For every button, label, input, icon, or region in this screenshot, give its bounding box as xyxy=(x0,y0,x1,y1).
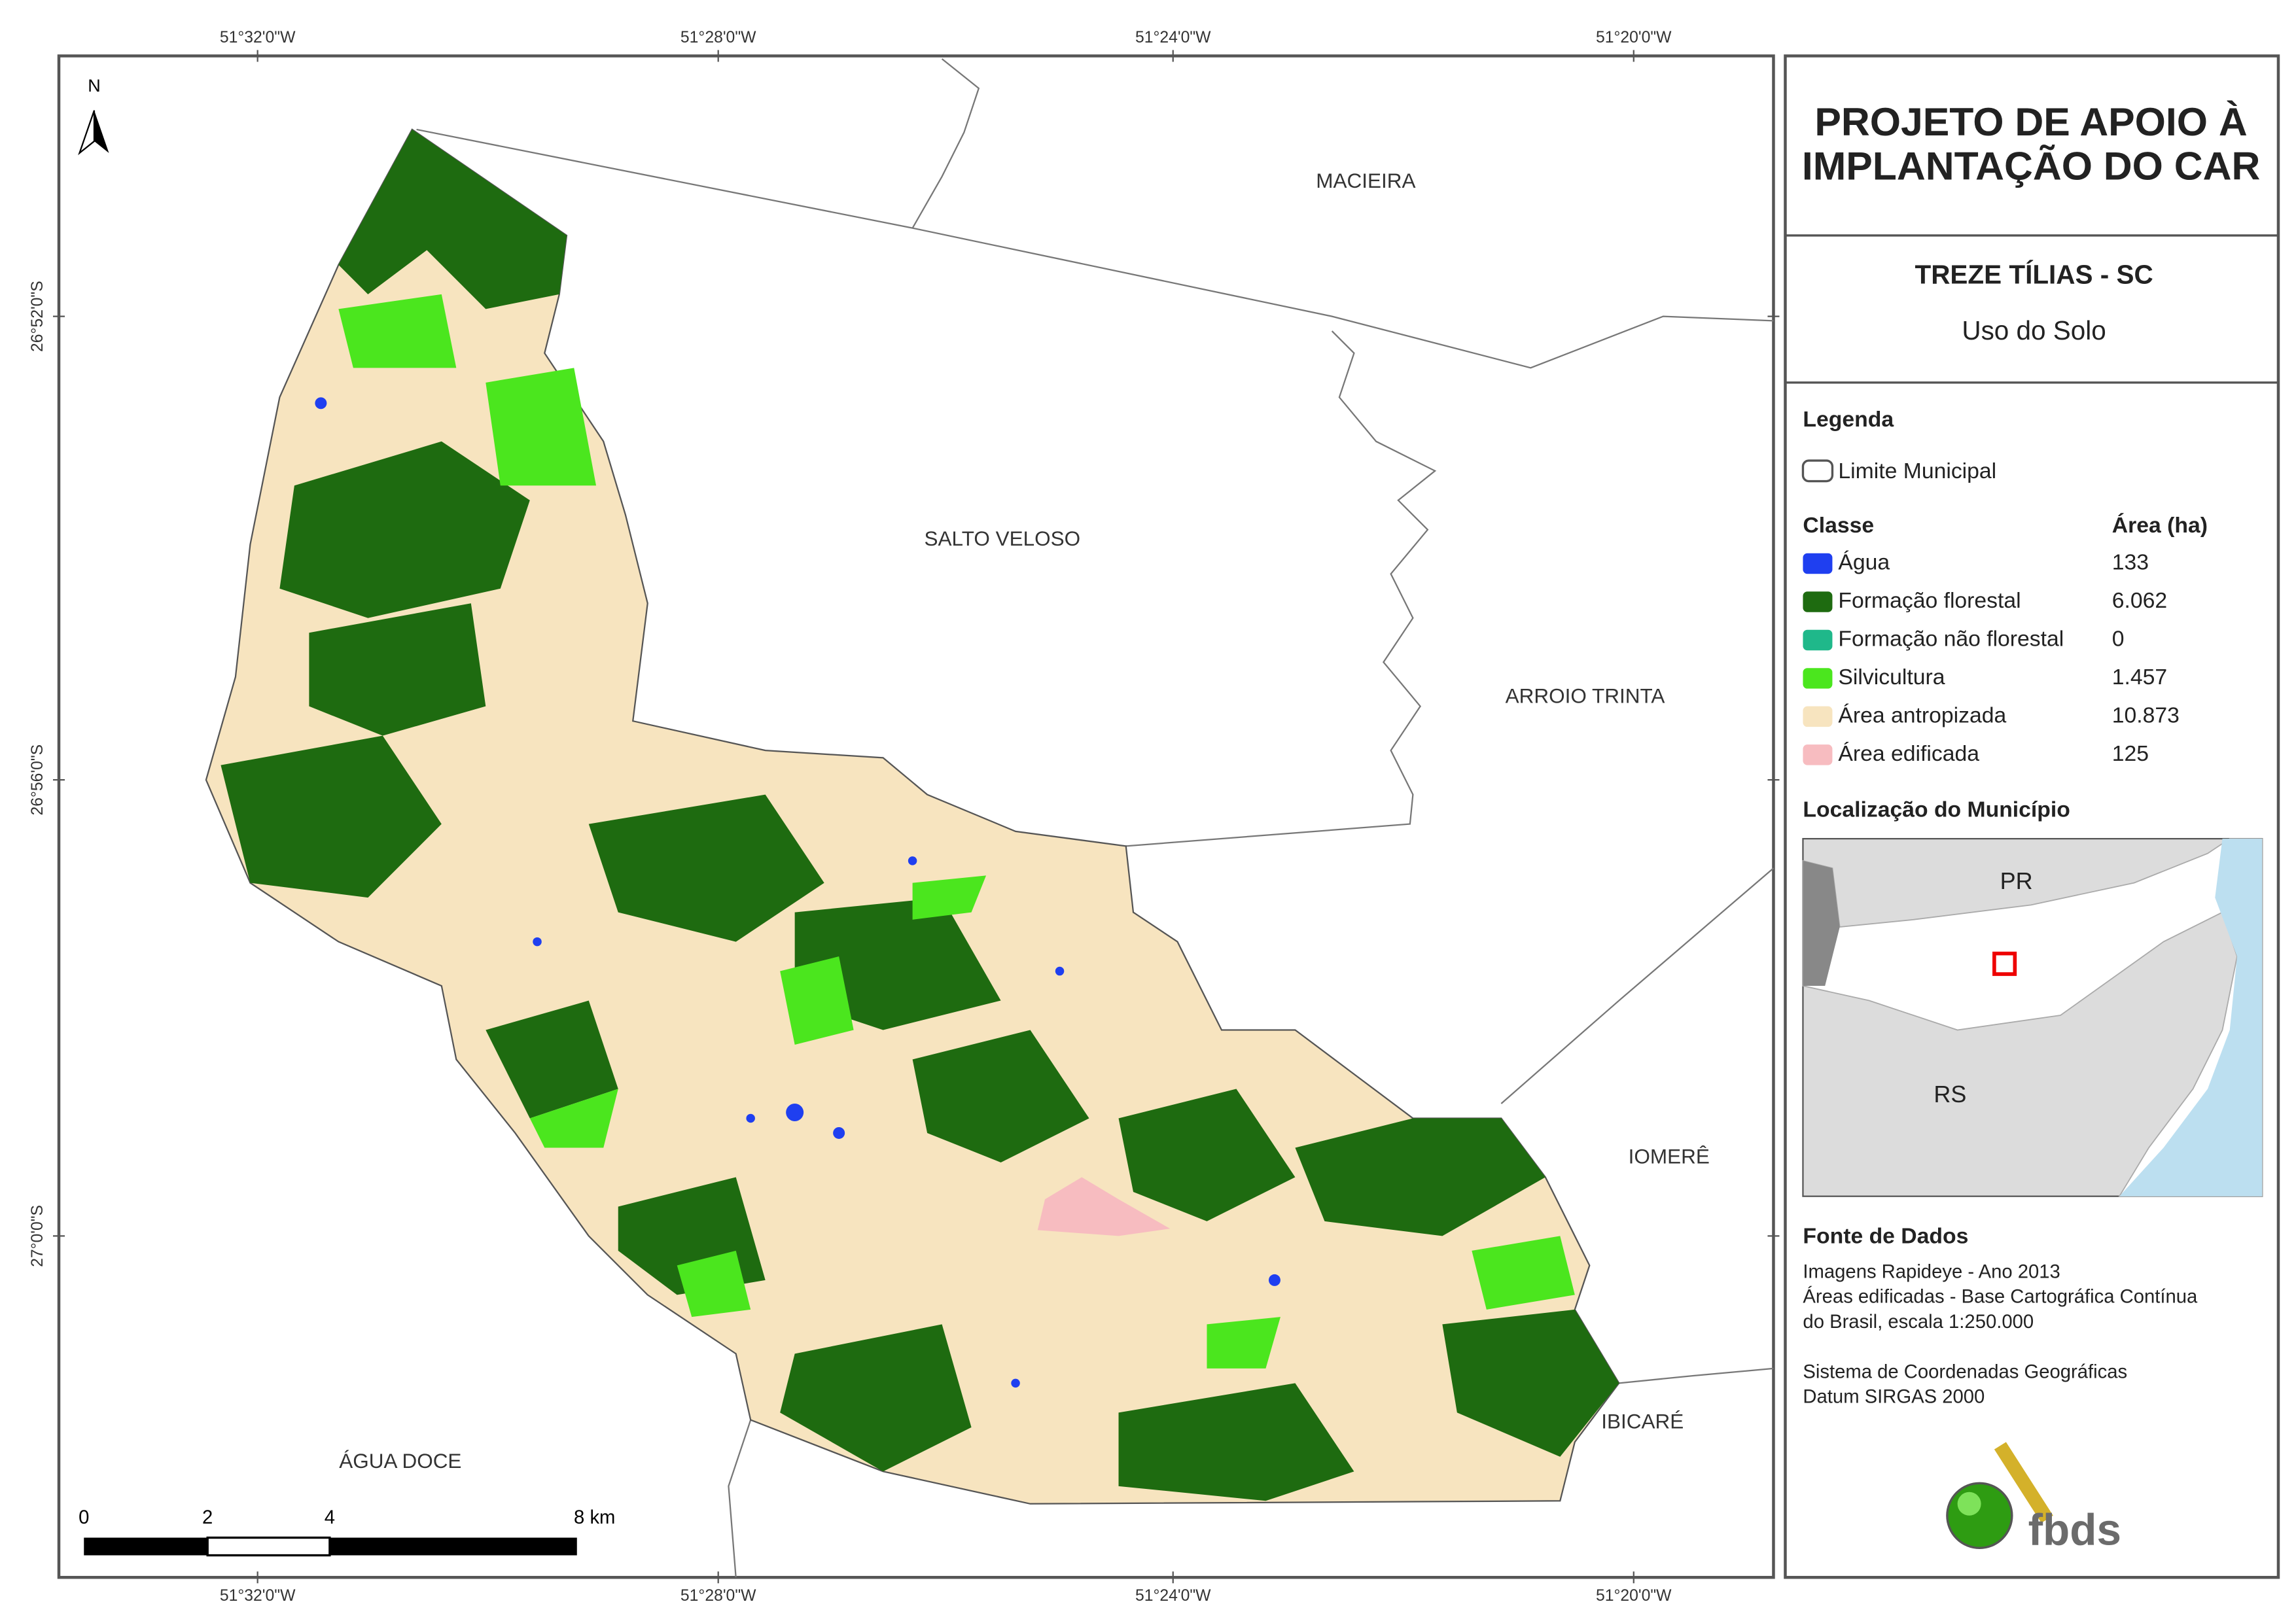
legend-swatch xyxy=(1803,629,1833,651)
neighbor-label: SALTO VELOSO xyxy=(925,527,1081,550)
boundary-swatch xyxy=(1801,459,1834,483)
neighbor-label: IOMERÊ xyxy=(1629,1145,1710,1168)
legend-area: 0 xyxy=(2112,626,2125,651)
sources-title: Fonte de Dados xyxy=(1803,1224,1968,1249)
legend-boundary: Limite Municipal xyxy=(1838,459,1996,483)
legend-class: Formação não florestal xyxy=(1838,626,2064,651)
legend-class: Formação florestal xyxy=(1838,588,2021,613)
legend-area: 10.873 xyxy=(2112,703,2180,727)
top-coordinate: 51°20'0"W xyxy=(1596,29,1672,46)
legend-swatch xyxy=(1803,591,1833,612)
left-coordinate: 27°0'0"S xyxy=(29,1205,46,1267)
legend-swatch xyxy=(1803,706,1833,727)
neighbor-boundaries xyxy=(416,58,1775,1578)
scale-label: 2 xyxy=(202,1507,213,1528)
legend-class: Silvicultura xyxy=(1838,665,1945,689)
source-line: Datum SIRGAS 2000 xyxy=(1803,1387,1985,1408)
neighbor-label: ÁGUA DOCE xyxy=(339,1449,461,1473)
legend-area: 6.062 xyxy=(2112,588,2167,613)
bottom-coordinate: 51°28'0"W xyxy=(680,1587,756,1605)
logo: fbds xyxy=(1946,1442,2121,1555)
neighbor-label: ARROIO TRINTA xyxy=(1506,684,1665,707)
municipality xyxy=(205,128,1620,1505)
logo-text: fbds xyxy=(2028,1506,2121,1555)
location-label: RS xyxy=(1934,1081,1966,1108)
bottom-coordinate: 51°24'0"W xyxy=(1135,1587,1211,1605)
scale-label: 4 xyxy=(325,1507,335,1528)
scale-label: 0 xyxy=(79,1507,89,1528)
area-header: Área (ha) xyxy=(2112,513,2208,538)
source-line: Áreas edificadas - Base Cartográfica Con… xyxy=(1803,1286,2198,1308)
source-line: do Brasil, escala 1:250.000 xyxy=(1803,1312,2034,1333)
north-label: N xyxy=(88,76,101,96)
left-coordinate: 26°52'0"S xyxy=(29,281,46,352)
class-header: Classe xyxy=(1803,513,1874,538)
legend-area: 1.457 xyxy=(2112,665,2167,689)
top-coordinate: 51°32'0"W xyxy=(220,29,296,46)
bottom-coordinate: 51°20'0"W xyxy=(1596,1587,1672,1605)
location-label: PR xyxy=(2000,867,2033,894)
legend-swatch xyxy=(1803,744,1833,765)
legend-swatch xyxy=(1803,668,1833,689)
neighbor-label: MACIEIRA xyxy=(1316,169,1415,192)
top-coordinate: 51°28'0"W xyxy=(680,29,756,46)
legend-class: Área antropizada xyxy=(1838,703,2006,727)
title: IMPLANTAÇÃO DO CAR xyxy=(1802,144,2260,188)
scale-bar xyxy=(84,1536,577,1557)
bottom-coordinate: 51°32'0"W xyxy=(220,1587,296,1605)
source-line: Sistema de Coordenadas Geográficas xyxy=(1803,1361,2127,1382)
neighbor-label: IBICARÉ xyxy=(1601,1409,1684,1433)
source-line: Imagens Rapideye - Ano 2013 xyxy=(1803,1261,2060,1282)
location-inset xyxy=(1802,837,2263,1197)
legend-swatch xyxy=(1803,553,1833,574)
legend-area: 125 xyxy=(2112,741,2149,766)
legend-area: 133 xyxy=(2112,550,2149,574)
scale-label: 8 km xyxy=(574,1507,615,1528)
side-panel xyxy=(1784,54,2280,1579)
legend-class: Área edificada xyxy=(1838,741,1979,766)
location-title: Localização do Município xyxy=(1803,797,2070,822)
legend-class: Água xyxy=(1838,550,1890,574)
left-coordinate: 26°56'0"S xyxy=(29,744,46,816)
legend-title: Legenda xyxy=(1803,407,1894,432)
theme: Uso do Solo xyxy=(1962,315,2106,345)
top-coordinate: 51°24'0"W xyxy=(1135,29,1211,46)
title: PROJETO DE APOIO À xyxy=(1814,99,2247,144)
north-arrow: N xyxy=(78,76,109,156)
municipality: TREZE TÍLIAS - SC xyxy=(1915,260,2153,290)
